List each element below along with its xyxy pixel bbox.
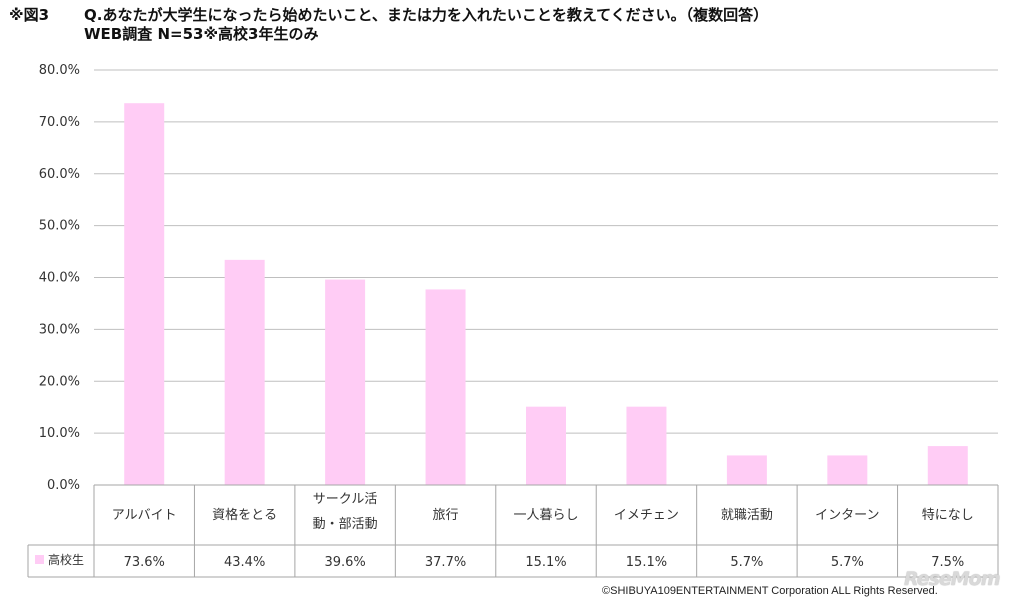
data-label: 7.5% [931, 555, 964, 570]
x-tick-label: アルバイト [112, 508, 177, 523]
data-label: 37.7% [425, 555, 466, 570]
y-tick-label: 30.0% [39, 322, 80, 337]
x-tick-label: サークル活 [313, 492, 378, 507]
legend-swatch [35, 555, 44, 564]
x-tick-label: 一人暮らし [513, 508, 578, 523]
data-label: 43.4% [224, 555, 265, 570]
copyright-credit: ©SHIBUYA109ENTERTAINMENT Corporation ALL… [602, 585, 938, 597]
question-text: Q.あなたが大学生になったら始めたいこと、または力を入れたいことを教えてください… [84, 6, 769, 24]
bar [626, 406, 667, 485]
chart-title: ※図3 Q.あなたが大学生になったら始めたいこと、または力を入れたいことを教えてく… [9, 6, 1009, 44]
data-label: 15.1% [626, 555, 667, 570]
y-tick-label: 40.0% [39, 271, 80, 286]
data-label: 15.1% [525, 555, 566, 570]
figure-label: ※図3 [9, 6, 50, 24]
bars [124, 103, 968, 485]
bar [726, 455, 767, 485]
bar [425, 289, 466, 485]
y-tick-label: 60.0% [39, 167, 80, 182]
bar [827, 455, 868, 485]
y-tick-label: 70.0% [39, 115, 80, 130]
y-tick-label: 0.0% [47, 478, 80, 493]
data-label: 5.7% [831, 555, 864, 570]
bar [526, 406, 566, 485]
x-tick-label: 旅行 [433, 508, 459, 523]
bar [124, 103, 165, 485]
y-tick-label: 80.0% [39, 63, 80, 78]
resemom-logo: ReseMom [904, 568, 1001, 590]
x-tick-label: 就職活動 [721, 508, 773, 523]
legend-label: 高校生 [48, 552, 84, 567]
x-tick-label: 資格をとる [212, 507, 277, 523]
y-axis-ticks: 0.0% 10.0% 20.0% 30.0% 40.0% 50.0% 60.0% 70.0% 8… [39, 63, 80, 493]
y-tick-label: 20.0% [39, 374, 80, 389]
chart-subtitle: WEB調査 N=53※高校3年生のみ [84, 25, 319, 43]
bar [224, 259, 265, 485]
bar [325, 279, 366, 485]
x-tick-label: インターン [815, 508, 879, 523]
y-tick-label: 10.0% [39, 426, 80, 441]
data-label: 5.7% [730, 555, 763, 570]
y-tick-label: 50.0% [39, 219, 80, 234]
bar [927, 446, 968, 485]
x-tick-label: 動・部活動 [313, 517, 378, 532]
x-tick-label: イメチェン [614, 508, 679, 523]
data-label: 39.6% [324, 555, 365, 570]
x-tick-label: 特になし [922, 508, 974, 523]
data-label: 73.6% [124, 555, 165, 570]
